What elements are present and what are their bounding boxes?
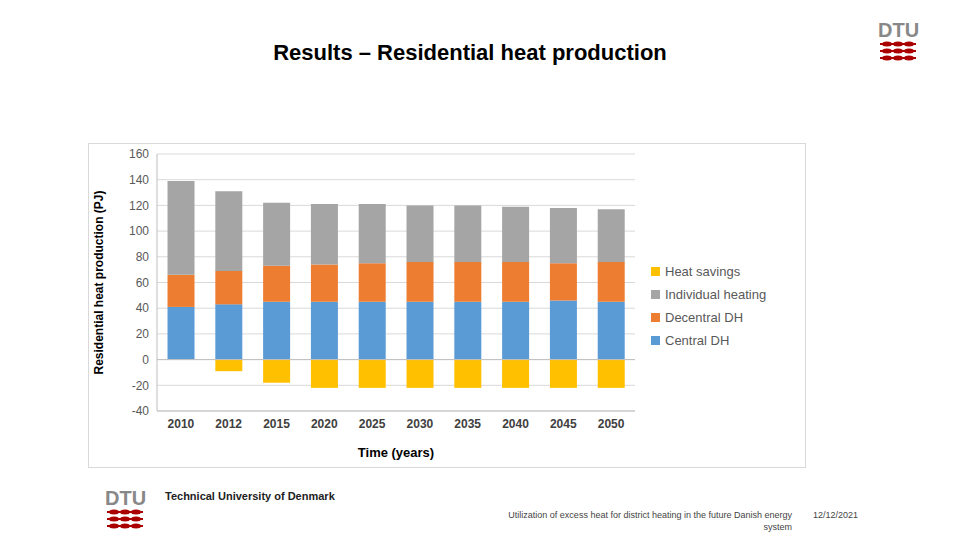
svg-text:2020: 2020 [311,417,338,431]
html-text:Central DH: Central DH [665,332,730,348]
html-text:Utilization of excess heat for: Utilization of excess heat for district … [508,510,792,532]
svg-text:-40: -40 [132,404,150,418]
svg-text:0: 0 [142,353,149,367]
svg-text:2015: 2015 [263,417,290,431]
svg-text:160: 160 [129,147,149,161]
svg-text:20: 20 [136,327,150,341]
svg-text:Residential heat production (P: Residential heat production (PJ) [92,190,106,374]
html-text:Decentral DH: Decentral DH [665,309,743,325]
svg-text:140: 140 [129,173,149,187]
svg-text:Time (years): Time (years) [358,445,434,460]
svg-text:80: 80 [136,250,150,264]
svg-text:2025: 2025 [359,417,386,431]
html-text:12/12/2021: 12/12/2021 [813,510,858,520]
svg-text:2035: 2035 [454,417,481,431]
svg-text:2012: 2012 [215,417,242,431]
html-text:Individual heating: Individual heating [665,286,767,302]
html-text:Technical University of Denmar: Technical University of Denmark [165,490,335,502]
svg-text:100: 100 [129,224,149,238]
svg-text:2050: 2050 [598,417,625,431]
svg-text:120: 120 [129,199,149,213]
html-text:DTU: DTU [105,487,147,509]
html-text:Heat savings: Heat savings [665,263,741,279]
svg-text:60: 60 [136,276,150,290]
svg-text:2045: 2045 [550,417,577,431]
html-text:DTU: DTU [878,19,920,41]
svg-text:2010: 2010 [168,417,195,431]
svg-text:-20: -20 [132,379,150,393]
svg-text:40: 40 [136,301,150,315]
svg-text:2040: 2040 [502,417,529,431]
svg-text:2030: 2030 [407,417,434,431]
html-text:Results – Residential heat pro: Results – Residential heat production [273,40,667,65]
